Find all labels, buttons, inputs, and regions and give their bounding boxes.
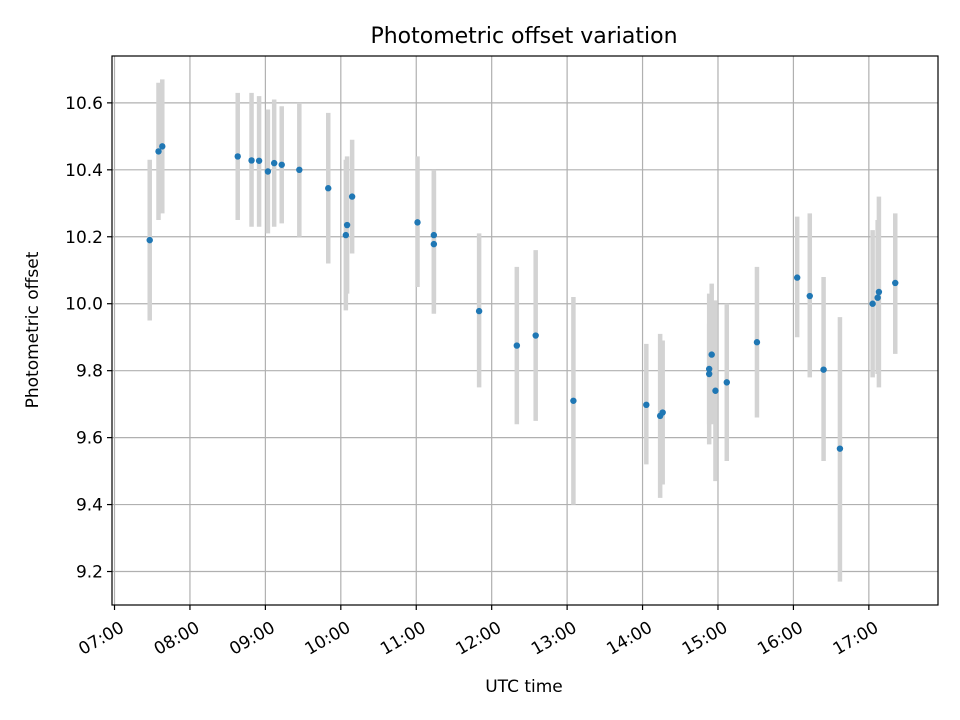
x-tick-label: 10:00 xyxy=(302,618,354,660)
data-point xyxy=(869,300,876,307)
x-tick-label: 11:00 xyxy=(377,618,429,660)
x-tick-label: 12:00 xyxy=(453,618,505,660)
data-point xyxy=(270,159,278,167)
x-tick-label: 09:00 xyxy=(226,618,278,660)
data-point xyxy=(159,143,166,150)
plot-frame xyxy=(111,55,939,606)
grid xyxy=(112,56,938,605)
data-point xyxy=(820,366,827,373)
data-point xyxy=(348,193,356,200)
error-bars xyxy=(147,79,898,582)
x-tick-label: 14:00 xyxy=(603,618,655,660)
data-point xyxy=(875,288,883,296)
x-tick-label: 17:00 xyxy=(830,618,882,660)
data-point xyxy=(723,379,730,386)
x-axis: 07:00 08:00 09:00 10:00 11:00 12:00 13:00 14:00… xyxy=(75,605,882,660)
data-point xyxy=(475,307,483,315)
data-point xyxy=(146,236,153,244)
data-point xyxy=(264,168,272,175)
data-point xyxy=(836,445,844,452)
data-point xyxy=(430,240,438,248)
data-point xyxy=(342,231,350,239)
data-point xyxy=(570,397,577,404)
y-tick-label: 9.6 xyxy=(76,429,103,449)
data-point xyxy=(296,166,303,174)
data-point xyxy=(659,409,666,416)
data-point xyxy=(753,339,761,346)
data-point xyxy=(708,351,715,358)
data-point xyxy=(343,221,351,229)
x-axis-label: UTC time xyxy=(485,677,563,697)
data-point xyxy=(712,387,719,394)
data-point xyxy=(513,342,521,349)
data-point xyxy=(643,401,650,409)
data-point xyxy=(430,231,438,239)
x-tick-label: 15:00 xyxy=(679,618,731,660)
data-point xyxy=(806,292,813,300)
y-axis: 9.2 9.4 9.6 9.8 10.0 10.2 10.4 10.6 xyxy=(65,94,112,583)
data-point xyxy=(705,365,713,373)
data-point xyxy=(248,157,255,164)
y-tick-label: 10.2 xyxy=(65,228,103,248)
x-tick-label: 07:00 xyxy=(75,618,127,660)
data-point xyxy=(793,274,801,281)
y-tick-label: 9.8 xyxy=(76,362,103,382)
x-tick-label: 16:00 xyxy=(754,618,806,660)
y-tick-label: 10.4 xyxy=(65,161,103,181)
data-point xyxy=(234,153,241,160)
data-point xyxy=(874,294,881,301)
y-tick-label: 10.0 xyxy=(65,295,103,315)
data-point xyxy=(414,219,421,226)
x-tick-label: 13:00 xyxy=(528,618,580,660)
data-point xyxy=(532,332,539,339)
data-point xyxy=(278,161,285,168)
y-tick-label: 9.2 xyxy=(76,563,103,583)
y-axis-label: Photometric offset xyxy=(23,251,43,408)
data-point xyxy=(892,279,899,287)
data-point xyxy=(325,185,332,192)
data-point xyxy=(155,148,162,155)
y-tick-label: 9.4 xyxy=(76,496,103,516)
y-tick-label: 10.6 xyxy=(65,94,103,114)
data-point xyxy=(255,157,263,164)
data-point xyxy=(705,370,713,378)
x-tick-label: 08:00 xyxy=(151,618,203,660)
data-points xyxy=(146,143,899,452)
chart-title: Photometric offset variation xyxy=(370,24,677,49)
